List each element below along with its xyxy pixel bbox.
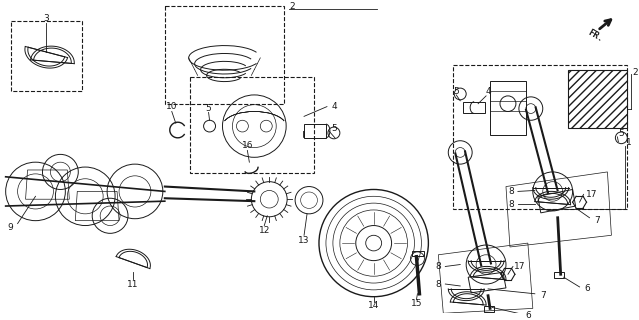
Text: 17: 17 bbox=[586, 190, 597, 199]
Text: 6: 6 bbox=[585, 284, 590, 293]
Bar bbox=[463, 102, 485, 114]
Text: 9: 9 bbox=[8, 223, 13, 232]
Text: 5: 5 bbox=[206, 104, 212, 113]
Bar bbox=[490, 81, 526, 135]
Text: 14: 14 bbox=[368, 301, 380, 310]
Text: 13: 13 bbox=[298, 236, 310, 245]
Bar bbox=[413, 251, 424, 256]
Text: FR.: FR. bbox=[586, 28, 604, 44]
Text: 4: 4 bbox=[331, 102, 337, 111]
Bar bbox=[190, 77, 314, 173]
Text: 5: 5 bbox=[619, 129, 624, 139]
Text: 2: 2 bbox=[289, 2, 295, 11]
Bar bbox=[165, 6, 284, 104]
Text: 7: 7 bbox=[595, 216, 601, 225]
Text: 4: 4 bbox=[485, 87, 491, 97]
Text: 8: 8 bbox=[435, 262, 441, 271]
Bar bbox=[11, 21, 82, 91]
Text: 12: 12 bbox=[259, 226, 270, 235]
Text: 8: 8 bbox=[435, 280, 441, 289]
Text: 1: 1 bbox=[626, 138, 632, 147]
Text: 15: 15 bbox=[411, 299, 422, 308]
Text: 17: 17 bbox=[514, 262, 526, 271]
Text: 7: 7 bbox=[540, 291, 546, 300]
Text: 3: 3 bbox=[43, 14, 49, 23]
Bar bbox=[567, 69, 627, 128]
Text: 16: 16 bbox=[242, 141, 253, 150]
Text: 6: 6 bbox=[525, 311, 531, 320]
Text: 10: 10 bbox=[166, 102, 178, 111]
Bar bbox=[453, 65, 627, 209]
Bar bbox=[484, 307, 494, 312]
Text: 11: 11 bbox=[127, 280, 139, 289]
Text: 2: 2 bbox=[633, 68, 638, 77]
Text: 5: 5 bbox=[331, 124, 337, 132]
Bar bbox=[304, 124, 326, 138]
Text: 8: 8 bbox=[508, 187, 514, 196]
Text: 5: 5 bbox=[453, 86, 459, 96]
Text: 8: 8 bbox=[508, 200, 514, 209]
Bar bbox=[554, 272, 564, 278]
